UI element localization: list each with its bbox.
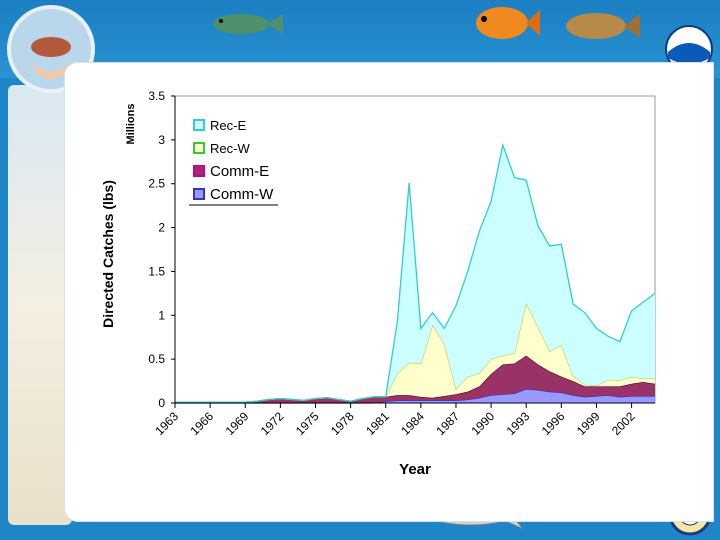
x-tick-label: 1993 — [504, 409, 533, 438]
legend-swatch-comm-w — [193, 188, 205, 200]
series-area-rec-w — [175, 303, 655, 403]
x-axis-title: Year — [399, 461, 431, 478]
legend-label-comm-w: Comm-W — [210, 186, 274, 203]
legend-label-rec-e: Rec-E — [210, 118, 246, 133]
noaa-logo-icon — [665, 25, 713, 73]
legend-label-comm-e: Comm-E — [210, 163, 269, 180]
x-tick-label: 1990 — [468, 409, 497, 438]
x-tick-label: 1999 — [574, 409, 603, 438]
x-tick-label: 1987 — [433, 409, 462, 438]
legend-swatch-comm-e — [193, 165, 205, 177]
x-tick-label: 1981 — [363, 409, 392, 438]
orange-fish-icon — [476, 7, 540, 39]
x-tick-label: 1996 — [539, 409, 568, 438]
x-tick-label: 1963 — [152, 409, 181, 438]
x-tick-label: 1966 — [187, 409, 216, 438]
x-tick-label: 1975 — [293, 409, 322, 438]
x-tick-label: 1969 — [223, 409, 252, 438]
y-tick-label: 1 — [158, 308, 165, 322]
legend-label-rec-w: Rec-W — [210, 141, 250, 156]
y-tick-label: 3 — [158, 133, 165, 147]
legend-swatch-rec-e — [193, 119, 205, 131]
series-area-comm-w — [175, 388, 655, 403]
x-tick-label: 1978 — [328, 409, 357, 438]
y-tick-label: 2 — [158, 221, 165, 235]
series-area-comm-e — [175, 355, 655, 403]
y-axis-title: Directed Catches (lbs) — [100, 180, 116, 328]
x-tick-label: 2002 — [609, 409, 638, 438]
marine-life-decorative-strip — [8, 85, 72, 525]
y-tick-label: 2.5 — [148, 177, 165, 191]
x-tick-label: 1972 — [258, 409, 287, 438]
y-tick-label: 0 — [158, 396, 165, 410]
x-tick-label: 1984 — [398, 409, 427, 438]
chart-legend: Rec-E Rec-W Comm-E Comm-W — [189, 107, 278, 206]
y-tick-label: 1.5 — [148, 264, 165, 278]
striped-fish-icon — [213, 14, 283, 34]
series-area-rec-e — [175, 145, 655, 403]
flounder-fish-icon — [566, 13, 640, 39]
y-tick-label: 3.5 — [148, 89, 165, 103]
series-line-rec-e — [175, 142, 656, 403]
y-tick-label: 0.5 — [148, 352, 165, 366]
legend-swatch-rec-w — [193, 142, 205, 154]
y-axis-unit-label: Millions — [125, 104, 137, 145]
